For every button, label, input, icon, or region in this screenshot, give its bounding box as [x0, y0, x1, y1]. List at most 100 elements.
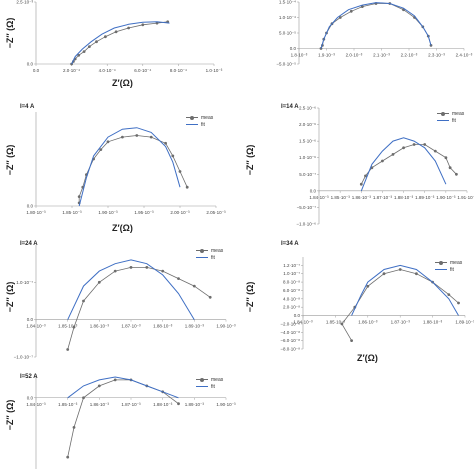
- y-tick-label: 2.5·10⁻³: [16, 0, 33, 5]
- meas-point: [382, 272, 386, 276]
- legend: meas fit: [196, 247, 223, 261]
- meas-point: [360, 5, 364, 8]
- x-tick-label: 8.0·10⁻⁴: [170, 68, 187, 73]
- meas-point: [95, 40, 98, 44]
- x-tick-label: 1.86·10⁻³: [358, 320, 378, 325]
- x-axis-title: Z′(Ω): [112, 78, 133, 88]
- legend-label-meas: meas: [450, 259, 463, 266]
- legend: meas fit: [437, 110, 464, 124]
- x-tick-label: 1.84·10⁻³: [26, 324, 46, 329]
- legend-marker-icon: [439, 260, 443, 265]
- meas-point: [444, 156, 448, 160]
- y-axis-title: −Z″ (Ω): [245, 144, 255, 176]
- x-tick-label: 1.90·10⁻³: [436, 195, 456, 200]
- y-tick-label: −8.0·10⁻⁸: [280, 347, 300, 352]
- legend: meas fit: [435, 259, 462, 273]
- y-tick-label: 1.2·10⁻⁷: [283, 263, 300, 268]
- y-tick-label: −5.0·10⁻⁷: [297, 205, 317, 210]
- meas-point: [457, 301, 460, 305]
- meas-point: [359, 182, 363, 186]
- x-tick-label: 1.95·10⁻³: [134, 210, 154, 215]
- legend-swatch-meas: [435, 260, 447, 265]
- x-tick-label: 1.85·10⁻³: [326, 320, 346, 325]
- y-tick-label: −1.0·10⁻⁶: [296, 222, 316, 227]
- legend-label-meas: meas: [211, 376, 224, 383]
- meas-point: [455, 172, 458, 176]
- x-tick-label: 1.89·10⁻³: [185, 402, 205, 407]
- meas-point: [82, 396, 85, 400]
- legend-item-fit: fit: [196, 383, 223, 390]
- legend-swatch-meas: [196, 377, 208, 382]
- x-tick-label: 1.85·10⁻³: [58, 324, 78, 329]
- chart-panel-3: 1.80·10⁻³ 1.85·10⁻³ 1.90·10⁻³ 1.95·10⁻³ 2.00…: [0, 100, 237, 235]
- fit-curve: [78, 127, 181, 207]
- legend-label-fit: fit: [450, 266, 454, 273]
- legend-item-fit: fit: [186, 121, 213, 128]
- chart-svg: 1.84·10⁻³ 1.85·10⁻³ 1.86·10⁻³ 1.87·10⁻³ 1.88…: [280, 257, 474, 352]
- meas-point: [66, 455, 70, 459]
- legend-marker-icon: [200, 248, 204, 253]
- y-tick-label: 1.5·10⁻⁴: [279, 0, 296, 5]
- meas-point: [423, 143, 427, 146]
- fit-curve: [320, 2, 432, 49]
- y-tick-label: −5.0·10⁻⁵: [276, 62, 296, 67]
- x-tick-label: 1.88·10⁻³: [423, 320, 443, 325]
- meas-point: [82, 50, 86, 53]
- x-tick-label: 1.90·10⁻³: [98, 210, 118, 215]
- x-tick-label: 1.9·10⁻³: [318, 53, 335, 58]
- x-tick-label: 1.89·10⁻³: [185, 324, 205, 329]
- fit-curve: [67, 376, 179, 399]
- x-tick-label: 1.86·10⁻³: [90, 324, 110, 329]
- meas-point: [82, 299, 85, 303]
- legend-item-fit: fit: [435, 266, 462, 273]
- meas-point: [77, 53, 81, 57]
- y-tick-label: 0.0: [27, 62, 34, 67]
- x-tick-label: 1.90·10⁻³: [216, 324, 236, 329]
- meas-point: [97, 280, 101, 284]
- legend-label-meas: meas: [211, 247, 224, 254]
- fit-curve: [71, 21, 170, 65]
- y-axis-title: −Z″ (Ω): [5, 144, 15, 176]
- legend-marker-icon: [200, 377, 204, 382]
- y-tick-label: 1.0·10⁻⁴: [279, 15, 296, 20]
- y-tick-label: 5.0·10⁻⁷: [299, 172, 316, 177]
- x-tick-label: 2.4·10⁻³: [456, 53, 473, 58]
- meas-point: [114, 30, 118, 34]
- meas-point: [113, 269, 117, 273]
- legend-swatch-meas: [196, 248, 208, 253]
- chart-svg: 1.84·10⁻³ 1.85·10⁻³ 1.86·10⁻³ 1.87·10⁻³ 1.88…: [26, 374, 236, 469]
- meas-point: [338, 16, 342, 19]
- y-tick-label: 8.0·10⁻⁸: [283, 280, 300, 285]
- y-tick-label: 0.0: [294, 313, 301, 318]
- legend-marker-icon: [190, 115, 194, 120]
- meas-point: [171, 154, 175, 158]
- y-tick-label: 1.0·10⁻⁶: [299, 155, 316, 160]
- meas-point: [155, 21, 159, 25]
- meas-point: [340, 322, 344, 326]
- x-axis-title: Z′(Ω): [357, 353, 378, 363]
- meas-line: [71, 21, 168, 65]
- y-tick-label: 0.0: [27, 317, 34, 322]
- x-tick-label: 1.87·10⁻³: [391, 320, 411, 325]
- meas-point: [121, 135, 124, 139]
- fit-curve: [67, 259, 195, 320]
- meas-point: [164, 141, 168, 145]
- meas-point: [72, 426, 76, 429]
- legend-swatch-fit: [435, 269, 447, 270]
- y-axis-title: −Z″ (Ω): [245, 281, 255, 313]
- meas-point: [192, 284, 196, 288]
- meas-point: [178, 170, 182, 173]
- x-tick-label: 0.0: [33, 68, 40, 73]
- chart-panel-1: 0.0 2.0·10⁻⁴ 4.0·10⁻⁴ 6.0·10⁻⁴ 8.0·10⁻⁴ 1.0·1…: [0, 0, 237, 90]
- y-tick-label: 6.0·10⁻⁸: [283, 288, 300, 293]
- meas-point: [177, 402, 180, 406]
- legend-label-fit: fit: [201, 121, 205, 128]
- chart-svg: 1.84·10⁻³ 1.85·10⁻³ 1.86·10⁻³ 1.87·10⁻³ 1.88…: [14, 245, 236, 360]
- meas-point: [135, 134, 139, 137]
- meas-point: [208, 295, 212, 299]
- panel-title: I=52 A: [20, 374, 38, 380]
- legend-item-meas: meas: [196, 376, 223, 383]
- legend: meas fit: [186, 114, 213, 128]
- x-tick-label: 1.89·10⁻³: [415, 195, 435, 200]
- x-tick-label: 1.84·10⁻³: [309, 195, 329, 200]
